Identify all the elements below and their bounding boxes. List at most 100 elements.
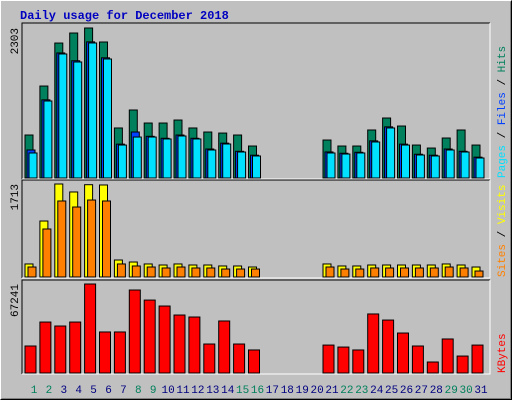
bar [429,267,439,278]
legend-entry: Sites [497,244,509,277]
y-tick-label: 67241 [10,284,22,317]
x-tick-label: 24 [370,385,384,397]
bar [222,143,232,179]
x-tick-label: 2 [46,385,53,397]
bar [414,267,424,278]
panel-frame-light [22,280,491,375]
panel-frame-dark [21,179,490,278]
bar [471,344,484,374]
bar [158,305,171,374]
bar [188,316,201,374]
bar [326,152,336,179]
bar [39,321,52,374]
bar [113,331,126,374]
legend-separator: / [497,72,509,92]
panel-frame-dark [21,279,490,374]
bar [132,136,142,179]
bar [459,267,469,278]
bar [206,267,216,278]
x-tick-label: 6 [105,385,112,397]
bar [203,343,216,374]
bar [251,268,260,278]
bar [54,325,67,374]
bar [161,267,171,278]
bar [103,58,112,179]
bar [400,267,409,278]
x-tick-label: 19 [296,385,309,397]
x-tick-label: 17 [266,385,279,397]
legend-entry: Pages [497,145,509,178]
bar [474,270,484,278]
bar [248,349,260,374]
y-tick-label: 2303 [10,28,22,54]
bar [430,155,440,179]
bar [445,149,455,179]
bar [218,320,231,374]
bar [57,200,67,278]
x-tick-label: 31 [474,385,488,397]
x-tick-label: 13 [206,385,219,397]
bar [128,289,141,374]
bar [322,344,335,374]
bar [385,267,395,278]
bar [177,135,187,179]
bar [411,345,424,374]
panel-frame-light [22,23,491,180]
x-tick-label: 9 [150,385,157,397]
x-tick-label: 28 [430,385,443,397]
bar [27,266,37,278]
bar [146,266,156,278]
bar [24,345,37,374]
bar [116,263,126,278]
bar [99,331,111,374]
bar [147,136,157,179]
x-tick-label: 5 [90,385,97,397]
bar [340,268,350,278]
legend-entry: KBytes [497,333,509,373]
bar [191,267,201,278]
x-tick-label: 11 [176,385,190,397]
x-tick-label: 8 [135,385,142,397]
bar [43,100,53,179]
bar [460,151,470,179]
legend: KBytes [497,333,509,373]
bar [87,199,97,278]
bar [73,61,83,179]
x-tick-label: 29 [445,385,458,397]
bar [456,355,469,374]
bar [84,283,97,374]
bar [236,268,246,278]
x-tick-label: 7 [120,385,127,397]
bar [88,42,98,179]
bar [397,332,409,374]
x-tick-label: 21 [325,385,339,397]
bar [382,319,395,374]
bar [176,266,186,278]
x-tick-label: 25 [385,385,398,397]
y-tick-label: 1713 [10,184,22,210]
x-tick-label: 20 [310,385,323,397]
x-tick-label: 4 [75,385,82,397]
bar [221,268,231,278]
x-tick-label: 3 [60,385,67,397]
bar [371,141,381,179]
bar [325,266,335,278]
legend-entry: Visits [497,185,509,225]
bar [72,206,82,278]
legend: Pages / Files / Hits [497,46,509,178]
legend-separator: / [497,224,509,244]
legend-separator: / [497,125,509,145]
bar [252,155,261,179]
bar [370,267,380,278]
x-tick-label: 1 [31,385,38,397]
bar [386,127,396,179]
bar [192,138,202,179]
bar [58,53,68,179]
bar [173,314,186,374]
bar [131,265,141,278]
bar [401,144,410,179]
x-tick-label: 22 [340,385,353,397]
